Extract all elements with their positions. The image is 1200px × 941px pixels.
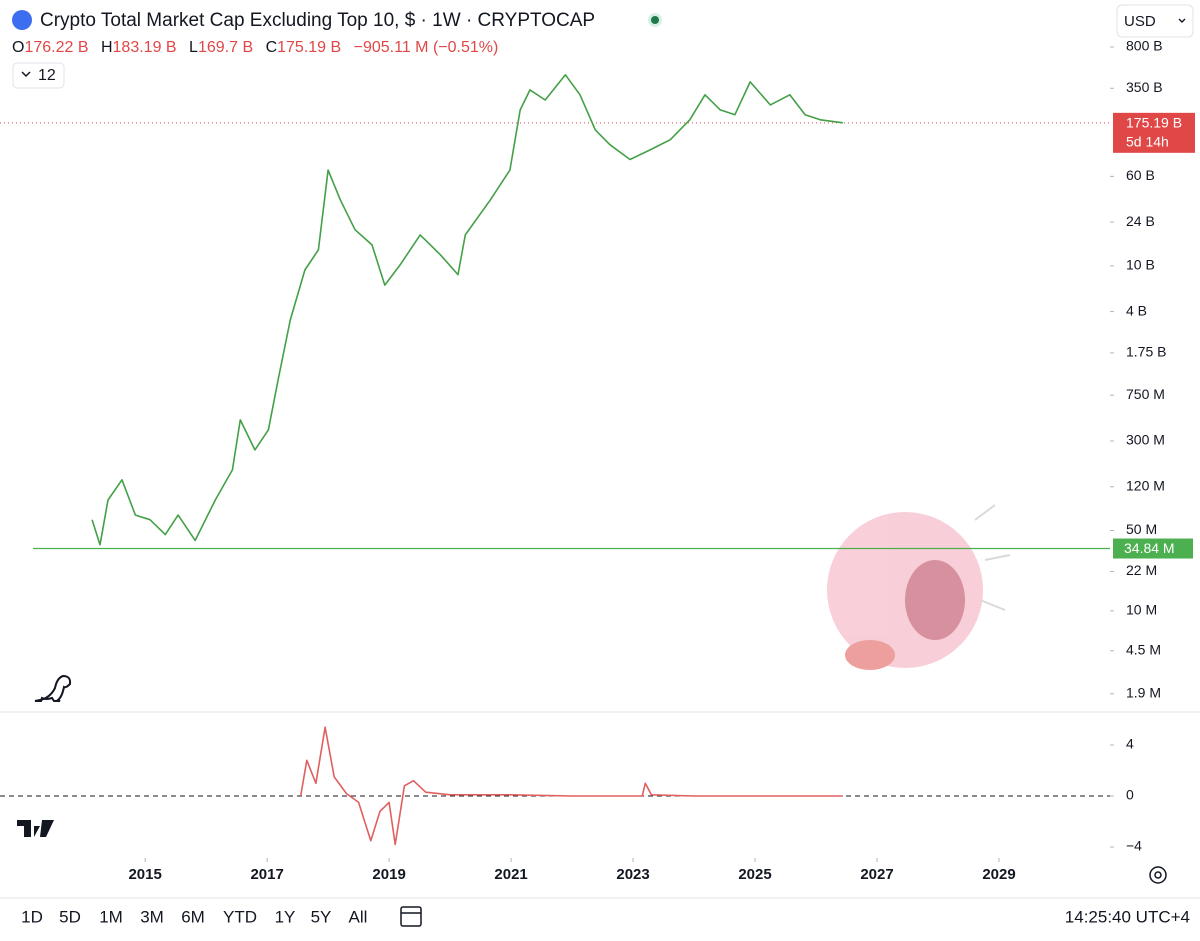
- ohlc: O176.22 B H183.19 B L169.7 B C175.19 B −…: [12, 39, 498, 56]
- x-tick-label: 2015: [128, 866, 161, 883]
- range-button[interactable]: 3M: [140, 907, 164, 926]
- y-tick-label: 22 M: [1126, 562, 1157, 578]
- ohlc-value: 176.22 B: [24, 39, 88, 56]
- ohlc-value: 183.19 B: [113, 39, 177, 56]
- x-tick-label: 2027: [860, 866, 893, 883]
- range-button[interactable]: All: [349, 907, 368, 926]
- chart-title: Crypto Total Market Cap Excluding Top 10…: [40, 10, 595, 31]
- y-tick-label: −4: [1126, 838, 1142, 854]
- clock: 14:25:40 UTC+4: [1065, 907, 1190, 926]
- y-tick-label: 1.9 M: [1126, 685, 1161, 701]
- series-line: [91, 74, 844, 546]
- change: −905.11 M (−0.51%): [354, 39, 499, 56]
- y-tick-label: 120 M: [1126, 477, 1165, 493]
- range-button[interactable]: 1Y: [275, 907, 296, 926]
- y-tick-label: 10 B: [1126, 257, 1155, 273]
- y-tick-label: 750 M: [1126, 386, 1165, 402]
- countdown-label: 5d 14h: [1126, 134, 1169, 150]
- x-tick-label: 2023: [616, 866, 649, 883]
- x-tick-label: 2025: [738, 866, 771, 883]
- range-button[interactable]: 1M: [99, 907, 123, 926]
- y-tick-label: 300 M: [1126, 432, 1165, 448]
- ohlc-key: O: [12, 39, 24, 56]
- status-dot: [651, 16, 659, 24]
- y-tick-label: 350 B: [1126, 79, 1163, 95]
- y-tick-label: 800 B: [1126, 38, 1163, 54]
- date-range-icon[interactable]: [400, 906, 422, 927]
- level-label: 34.84 M: [1124, 540, 1175, 556]
- symbol-icon: [12, 10, 32, 30]
- y-tick-label: 4 B: [1126, 302, 1147, 318]
- tv-logo: [17, 820, 54, 837]
- y-tick-label: 10 M: [1126, 602, 1157, 618]
- y-tick-label: 50 M: [1126, 521, 1157, 537]
- range-button[interactable]: 5Y: [311, 907, 332, 926]
- x-tick-label: 2029: [982, 866, 1015, 883]
- settings-icon[interactable]: [1149, 866, 1167, 884]
- range-button[interactable]: 6M: [181, 907, 205, 926]
- ohlc-key: C: [266, 39, 278, 56]
- y-tick-label: 0: [1126, 787, 1134, 803]
- y-tick-label: 4.5 M: [1126, 641, 1161, 657]
- y-tick-label: 60 B: [1126, 167, 1155, 183]
- x-tick-label: 2017: [250, 866, 283, 883]
- y-tick-label: 24 B: [1126, 213, 1155, 229]
- x-tick-label: 2019: [372, 866, 405, 883]
- last-price-label: 175.19 B: [1126, 115, 1182, 131]
- range-button[interactable]: YTD: [223, 907, 257, 926]
- level-label-box: [1113, 538, 1193, 559]
- currency-select[interactable]: USD: [1116, 4, 1194, 38]
- dino-icon: [34, 674, 72, 702]
- currency: USD: [1124, 13, 1156, 30]
- indicator-count: 12: [38, 67, 56, 84]
- y-tick-label: 1.75 B: [1126, 344, 1166, 360]
- series-line: [299, 726, 843, 846]
- ohlc-value: 169.7 B: [198, 39, 253, 56]
- ohlc-key: H: [101, 39, 113, 56]
- x-tick-label: 2021: [494, 866, 527, 883]
- last-price-box: [1113, 112, 1195, 153]
- indicator-toggle[interactable]: 12: [12, 62, 65, 89]
- range-button[interactable]: 5D: [59, 907, 81, 926]
- y-tick-label: 4: [1126, 736, 1134, 752]
- range-button[interactable]: 1D: [21, 907, 43, 926]
- ohlc-key: L: [189, 39, 198, 56]
- mascot: [827, 504, 1011, 670]
- ohlc-value: 175.19 B: [277, 39, 341, 56]
